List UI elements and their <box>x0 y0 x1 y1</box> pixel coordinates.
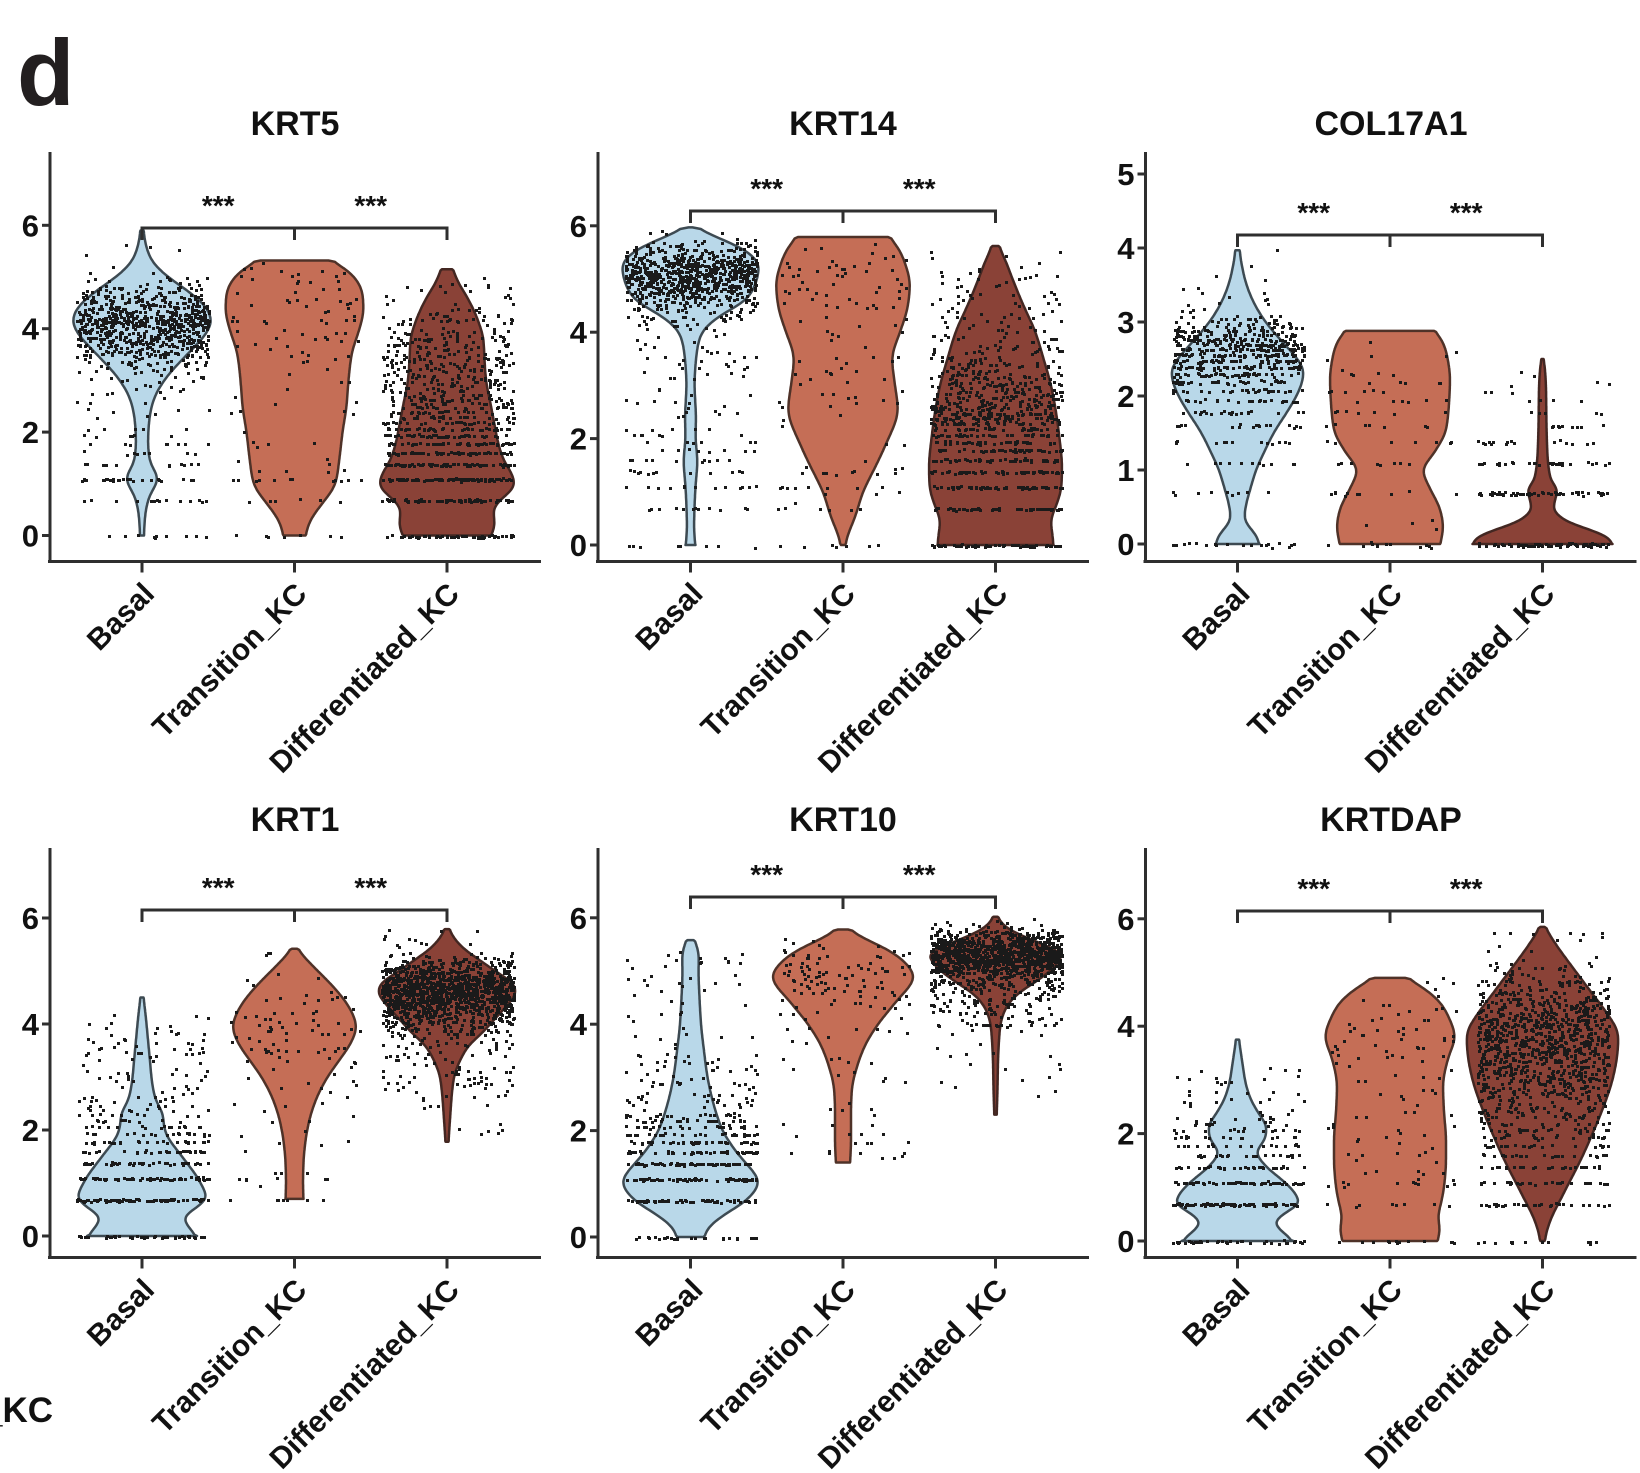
svg-text:KRT5: KRT5 <box>251 105 340 143</box>
svg-text:5: 5 <box>1117 157 1134 192</box>
svg-text:4: 4 <box>22 312 40 347</box>
svg-text:4: 4 <box>1117 1009 1135 1044</box>
svg-text:***: *** <box>750 859 783 890</box>
svg-text:2: 2 <box>1117 1117 1134 1152</box>
svg-text:3: 3 <box>1117 305 1134 340</box>
svg-text:2: 2 <box>570 1114 587 1149</box>
svg-text:***: *** <box>750 173 783 204</box>
svg-text:***: *** <box>354 872 387 903</box>
svg-text:***: *** <box>903 859 936 890</box>
svg-text:6: 6 <box>22 208 39 243</box>
svg-text:6: 6 <box>570 209 587 244</box>
svg-text:4: 4 <box>22 1007 40 1042</box>
svg-text:0: 0 <box>570 1220 587 1255</box>
svg-text:4: 4 <box>570 315 588 350</box>
svg-text:2: 2 <box>22 1113 39 1148</box>
svg-text:***: *** <box>903 173 936 204</box>
svg-text:1: 1 <box>1117 453 1134 488</box>
svg-text:6: 6 <box>22 901 39 936</box>
svg-text:***: *** <box>1297 197 1330 228</box>
svg-text:KRT10: KRT10 <box>789 801 897 839</box>
svg-text:COL17A1: COL17A1 <box>1314 105 1467 143</box>
svg-text:0: 0 <box>1117 527 1134 562</box>
svg-text:***: *** <box>1450 197 1483 228</box>
svg-text:2: 2 <box>570 422 587 457</box>
svg-text:KRTDAP: KRTDAP <box>1320 801 1462 839</box>
svg-text:6: 6 <box>570 901 587 936</box>
svg-text:2: 2 <box>1117 379 1134 414</box>
svg-text:***: *** <box>1297 873 1330 904</box>
svg-text:_KC: _KC <box>0 1391 53 1430</box>
svg-text:0: 0 <box>22 1219 39 1254</box>
svg-text:***: *** <box>202 872 235 903</box>
svg-text:***: *** <box>202 190 235 221</box>
svg-text:KRT14: KRT14 <box>789 105 897 143</box>
svg-text:0: 0 <box>22 519 39 554</box>
svg-text:4: 4 <box>570 1007 588 1042</box>
svg-text:0: 0 <box>1117 1224 1134 1259</box>
svg-text:0: 0 <box>570 528 587 563</box>
svg-text:6: 6 <box>1117 902 1134 937</box>
svg-text:2: 2 <box>22 415 39 450</box>
svg-text:d: d <box>17 20 74 125</box>
svg-text:***: *** <box>1450 873 1483 904</box>
svg-text:KRT1: KRT1 <box>251 801 340 839</box>
svg-text:***: *** <box>354 190 387 221</box>
svg-text:4: 4 <box>1117 231 1135 266</box>
